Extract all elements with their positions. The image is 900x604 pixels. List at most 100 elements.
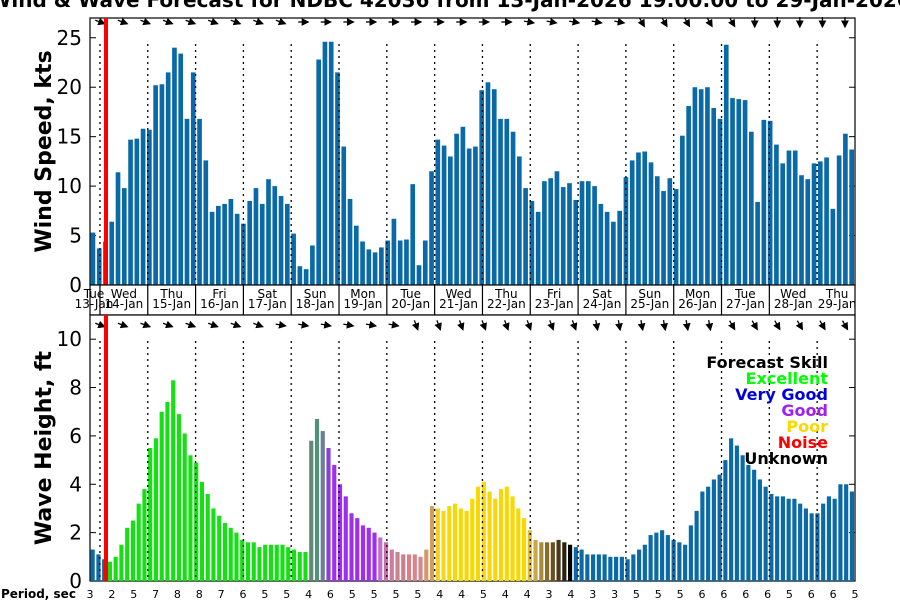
wind-bar bbox=[284, 203, 290, 285]
wave-bar bbox=[372, 532, 377, 581]
wave-bar bbox=[165, 402, 170, 581]
wind-ytick-label: 20 bbox=[57, 75, 82, 99]
wind-bar bbox=[410, 184, 416, 285]
wave-ytick-label: 6 bbox=[69, 424, 82, 448]
wave-bar bbox=[395, 551, 400, 581]
wind-bar bbox=[322, 41, 328, 285]
wave-bar bbox=[349, 513, 354, 581]
wave-direction-arrow bbox=[773, 320, 781, 331]
wave-bar bbox=[125, 527, 130, 581]
wind-bar bbox=[554, 171, 560, 285]
wind-direction-arrow bbox=[185, 17, 197, 26]
wave-bar bbox=[142, 489, 147, 581]
wave-bar bbox=[734, 445, 739, 581]
wave-bar bbox=[251, 542, 256, 581]
wave-bar bbox=[303, 551, 308, 581]
day-date-label: 18-Jan bbox=[296, 297, 335, 311]
wind-bar bbox=[654, 176, 660, 285]
legend-entry-unknown: Unknown bbox=[744, 449, 828, 468]
legend-entry-noise: Noise bbox=[778, 433, 828, 452]
wave-direction-arrow bbox=[637, 319, 646, 332]
wave-bar bbox=[619, 556, 624, 581]
wind-bar bbox=[134, 138, 140, 285]
day-date-label: 17-Jan bbox=[248, 297, 287, 311]
day-name-label: Wed bbox=[780, 287, 806, 301]
wave-bar bbox=[821, 503, 826, 581]
wind-bar bbox=[316, 59, 322, 286]
wave-direction-arrow bbox=[320, 320, 332, 329]
wave-bar bbox=[677, 542, 682, 581]
wind-bar bbox=[680, 135, 685, 285]
day-name-label: Sun bbox=[304, 287, 327, 301]
wave-direction-arrow bbox=[230, 320, 242, 329]
wave-bar bbox=[544, 542, 550, 581]
wind-bar bbox=[573, 199, 579, 285]
wind-bar bbox=[303, 269, 309, 285]
wave-bar bbox=[694, 510, 699, 581]
wind-bar bbox=[692, 87, 698, 285]
wave-bar bbox=[441, 510, 446, 581]
wind-bar bbox=[247, 200, 253, 285]
wave-bar bbox=[280, 544, 285, 581]
wind-bar bbox=[824, 157, 829, 285]
wind-bar bbox=[479, 90, 485, 285]
wave-bar bbox=[176, 414, 182, 581]
wind-bar bbox=[817, 161, 823, 285]
period-label: 5 bbox=[655, 588, 662, 600]
wind-bar bbox=[642, 151, 648, 285]
wave-bar bbox=[153, 438, 159, 581]
wave-direction-arrow bbox=[343, 320, 355, 329]
legend-title: Forecast Skill bbox=[706, 353, 828, 372]
wind-bar bbox=[291, 233, 296, 285]
wind-direction-arrow bbox=[162, 17, 174, 26]
wave-direction-arrow bbox=[705, 319, 714, 332]
period-label: 5 bbox=[393, 588, 400, 600]
wave-direction-arrow bbox=[660, 319, 668, 332]
wave-bar bbox=[320, 431, 325, 581]
wind-bar bbox=[510, 131, 516, 285]
wind-bar bbox=[429, 171, 434, 285]
wind-bar bbox=[460, 126, 466, 286]
wave-direction-arrow bbox=[795, 320, 803, 331]
wave-bar bbox=[148, 448, 153, 581]
period-label: 6 bbox=[240, 588, 247, 600]
wave-direction-arrow bbox=[275, 320, 287, 329]
wave-bar bbox=[171, 380, 176, 581]
wave-bar bbox=[234, 532, 239, 581]
wave-bar bbox=[107, 561, 113, 581]
wind-bar bbox=[448, 156, 453, 285]
wave-bar bbox=[447, 506, 452, 581]
wave-direction-arrow bbox=[818, 320, 826, 331]
wind-direction-arrow bbox=[660, 17, 668, 28]
wave-bar bbox=[683, 544, 688, 581]
wind-bar bbox=[228, 198, 234, 285]
wind-bar bbox=[504, 118, 510, 285]
wind-bar bbox=[253, 188, 259, 285]
wave-bar bbox=[401, 554, 406, 581]
wave-bar bbox=[498, 489, 504, 581]
wind-bar bbox=[498, 118, 503, 285]
wind-bar bbox=[529, 200, 535, 285]
wave-bar bbox=[642, 544, 647, 581]
wind-bar bbox=[190, 72, 196, 285]
day-name-label: Thu bbox=[494, 287, 518, 301]
wave-bar bbox=[90, 549, 95, 581]
wave-bar bbox=[711, 479, 716, 581]
wind-bar bbox=[567, 183, 572, 285]
wind-bar bbox=[592, 186, 597, 285]
wind-direction-arrow bbox=[569, 17, 581, 26]
wave-bar bbox=[746, 464, 751, 581]
wind-bar bbox=[121, 188, 127, 285]
wave-bar bbox=[585, 554, 590, 581]
day-name-label: Sat bbox=[592, 287, 612, 301]
wind-bar bbox=[485, 82, 491, 286]
wind-bar bbox=[140, 128, 146, 285]
period-label: 3 bbox=[87, 588, 94, 600]
wind-bar bbox=[711, 107, 717, 285]
wave-direction-arrow bbox=[140, 320, 152, 329]
wave-ytick-label: 2 bbox=[69, 521, 82, 545]
wave-bar bbox=[539, 542, 544, 581]
wind-bar bbox=[310, 245, 315, 285]
wave-bar bbox=[533, 539, 538, 581]
wave-bar bbox=[809, 513, 814, 581]
